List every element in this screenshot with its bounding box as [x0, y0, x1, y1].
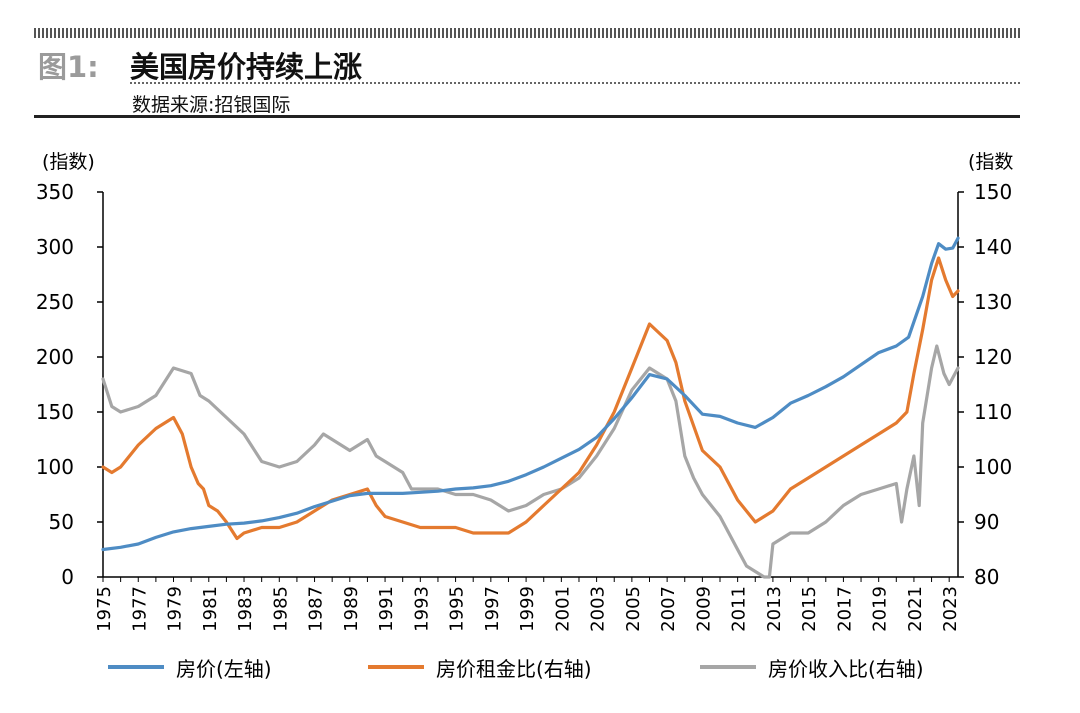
x-tick-label: 1999	[517, 586, 538, 632]
x-tick-label: 1997	[482, 586, 503, 632]
right-tick-label: 80	[974, 565, 999, 589]
figure-label: 图1:	[38, 50, 99, 84]
x-tick-label: 2021	[905, 586, 926, 632]
legend-label-price-rent: 房价租金比(右轴)	[436, 656, 592, 681]
right-tick-label: 150	[974, 180, 1012, 204]
legend-label-house-price: 房价(左轴)	[176, 656, 272, 681]
x-tick-label: 2005	[623, 586, 644, 632]
x-tick-label: 1977	[129, 586, 150, 632]
x-tick-label: 1987	[306, 586, 327, 632]
x-tick-label: 2009	[693, 586, 714, 632]
price-income-ratio-line	[101, 344, 960, 579]
x-tick-label: 1975	[94, 586, 115, 632]
legend-item-price-income: 房价收入比(右轴)	[700, 652, 924, 682]
legend-item-house-price: 房价(左轴)	[108, 652, 272, 682]
house-price-line	[101, 236, 960, 552]
x-tick-label: 2023	[940, 586, 961, 632]
right-tick-label: 140	[974, 235, 1012, 259]
x-tick-label: 1981	[200, 586, 221, 632]
right-tick-label: 90	[974, 510, 999, 534]
x-tick-label: 2011	[729, 586, 750, 632]
right-tick-label: 100	[974, 455, 1012, 479]
left-axis-unit-label: (指数)	[42, 151, 95, 173]
right-tick-label: 130	[974, 290, 1012, 314]
left-tick-label: 250	[36, 290, 74, 314]
x-tick-label: 2003	[588, 586, 609, 632]
x-tick-label: 2013	[764, 586, 785, 632]
x-tick-label: 1985	[270, 586, 291, 632]
legend-swatch-price-income	[700, 665, 756, 669]
x-tick-label: 1979	[165, 586, 186, 632]
x-tick-label: 2015	[799, 586, 820, 632]
price-rent-ratio-line	[101, 256, 960, 541]
x-tick-label: 1991	[376, 586, 397, 632]
left-tick-label: 200	[36, 345, 74, 369]
right-tick-label: 110	[974, 400, 1012, 424]
x-tick-label: 2001	[552, 586, 573, 632]
legend-swatch-house-price	[108, 665, 164, 669]
legend-swatch-price-rent	[368, 665, 424, 669]
legend-item-price-rent: 房价租金比(右轴)	[368, 652, 592, 682]
left-tick-label: 300	[36, 235, 74, 259]
x-tick-label: 1993	[411, 586, 432, 632]
right-tick-label: 120	[974, 345, 1012, 369]
left-tick-label: 50	[49, 510, 74, 534]
left-tick-label: 100	[36, 455, 74, 479]
x-tick-label: 2017	[834, 586, 855, 632]
x-tick-label: 1989	[341, 586, 362, 632]
figure-title: 美国房价持续上涨	[130, 50, 363, 84]
x-tick-label: 2007	[658, 586, 679, 632]
left-tick-label: 150	[36, 400, 74, 424]
source-note: 数据来源:招银国际	[132, 94, 291, 116]
left-tick-label: 0	[61, 565, 74, 589]
legend-label-price-income: 房价收入比(右轴)	[768, 656, 924, 681]
left-tick-label: 350	[36, 180, 74, 204]
x-tick-label: 1983	[235, 586, 256, 632]
header-divider	[34, 115, 1020, 118]
dotted-divider	[130, 82, 1020, 84]
x-tick-label: 2019	[870, 586, 891, 632]
top-decorative-rule	[34, 28, 1020, 38]
x-tick-label: 1995	[447, 586, 468, 632]
right-axis-unit-label: (指数	[968, 151, 1013, 173]
